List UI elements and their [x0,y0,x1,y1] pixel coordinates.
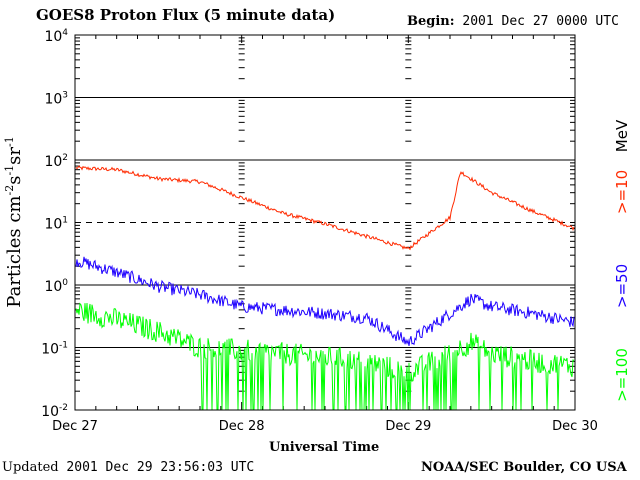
y-tick-label: 10-2 [41,403,68,420]
legend-entry: >=100 [613,348,631,402]
begin-label: Begin: [407,14,455,29]
x-tick-label: Dec 27 [52,419,98,434]
updated-label: Updated [2,460,59,475]
x-tick-label: Dec 29 [385,419,431,434]
series-line [75,256,575,346]
x-axis-label: Universal Time [269,440,380,455]
updated-timestamp: Updated 2001 Dec 29 23:56:03 UTC [2,460,254,475]
x-tick-label: Dec 28 [219,419,265,434]
credit-text: NOAA/SEC Boulder, CO USA [421,460,627,475]
y-tick-label: 100 [44,278,68,295]
legend: MeV >=10 >=50 >=100 [613,119,631,402]
y-axis-label: Particles cm-2s-1sr-1 [3,136,25,307]
y-tick-label: 10-1 [41,341,68,358]
y-tick-label: 103 [44,91,68,108]
legend-entry: MeV [613,119,631,152]
series-line [75,302,575,411]
y-tick-labels: 10-2 10-1 100 101 102 103 104 [41,28,68,420]
begin-value: 2001 Dec 27 0000 UTC [462,14,619,29]
legend-entry: >=10 [613,170,631,214]
series-layer [75,165,575,411]
y-tick-label: 104 [44,28,68,45]
updated-value: 2001 Dec 29 23:56:03 UTC [66,460,255,475]
x-tick-labels: Dec 27 Dec 28 Dec 29 Dec 30 [52,419,598,434]
plot-frame [74,34,576,411]
y-tick-label: 101 [44,216,68,233]
y-tick-label: 102 [44,153,68,170]
chart-title: GOES8 Proton Flux (5 minute data) [36,6,336,24]
series-line [75,165,575,251]
x-tick-label: Dec 30 [552,419,598,434]
begin-timestamp: Begin: 2001 Dec 27 0000 UTC [407,14,619,29]
legend-entry: >=50 [613,264,631,308]
